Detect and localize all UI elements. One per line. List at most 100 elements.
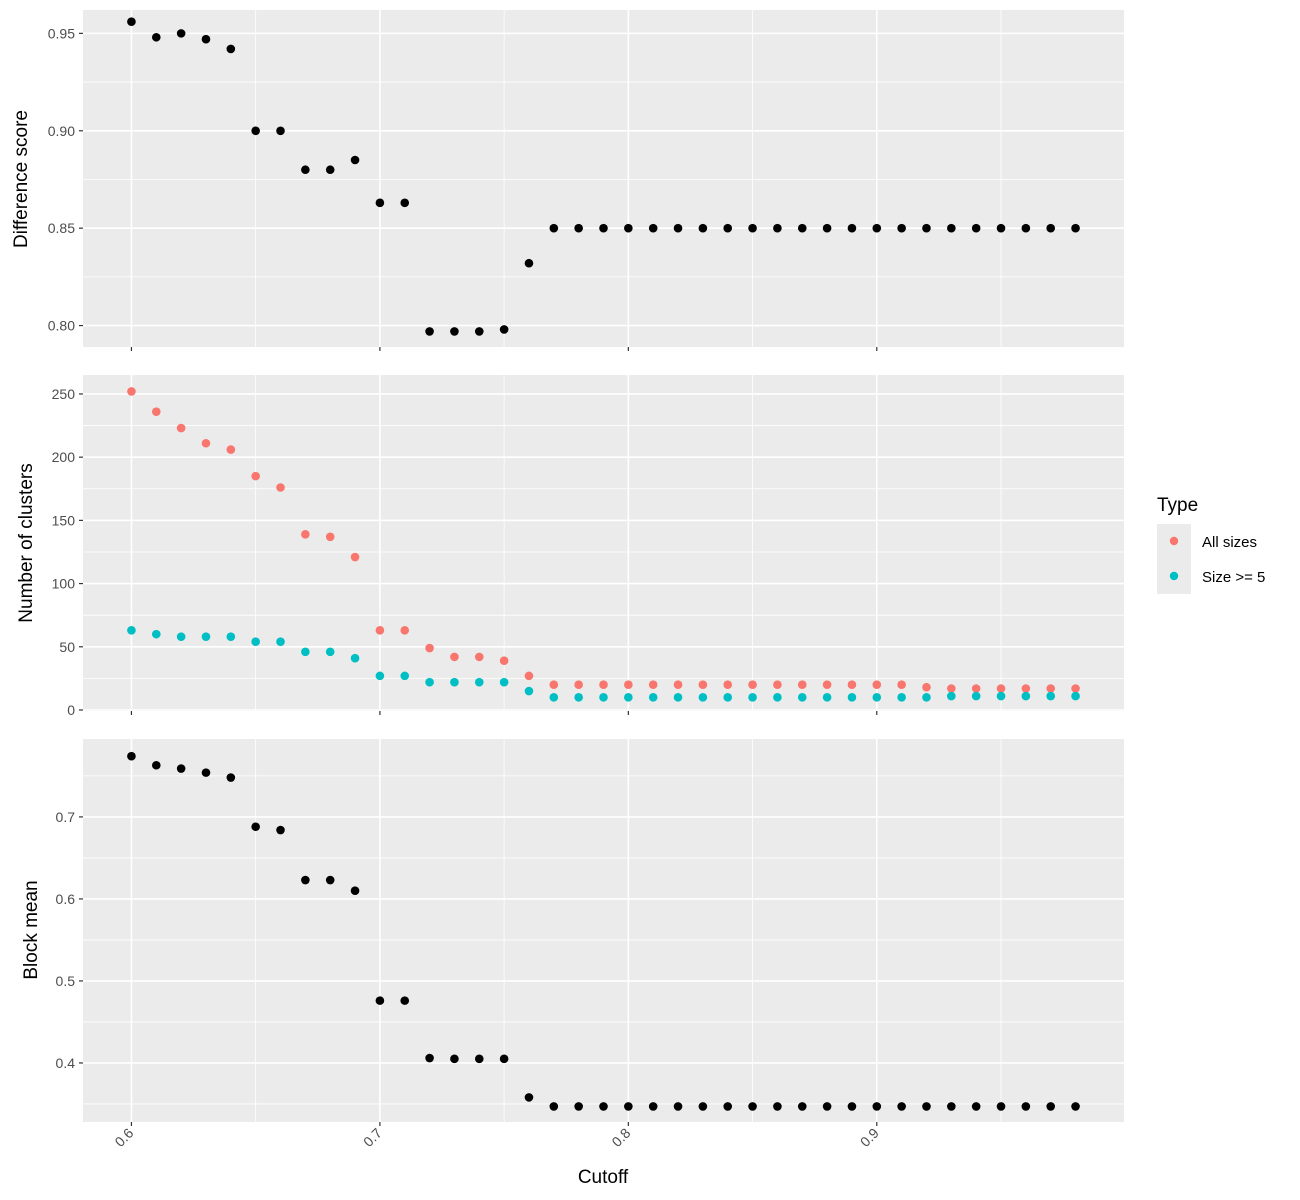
block-mean-point: [375, 996, 385, 1005]
size-5-point: [400, 671, 410, 681]
all-sizes-point: [897, 680, 906, 690]
block-mean-point: [127, 751, 136, 761]
number-of-clusters-y-tick-label: 0: [67, 702, 75, 718]
size-5-point: [1046, 691, 1056, 701]
number-of-clusters-x-axis: [130, 711, 878, 715]
all-sizes-point: [947, 684, 956, 693]
difference-score-point: [673, 223, 683, 233]
all-sizes-point: [847, 680, 857, 690]
difference-score-x-axis: [130, 347, 878, 351]
block-mean-point: [350, 886, 360, 896]
block-mean-y-tick-label: 0.7: [56, 809, 76, 825]
difference-score-point: [226, 44, 236, 54]
size-5-point: [450, 677, 459, 687]
difference-score-point: [773, 223, 782, 233]
number-of-clusters-gridlines: [83, 375, 1124, 711]
block-mean-y-tick-label: 0.6: [56, 891, 76, 907]
difference-score-point: [201, 34, 211, 44]
block-mean-point: [176, 764, 186, 773]
all-sizes-point: [1021, 684, 1031, 693]
block-mean-point: [1046, 1102, 1056, 1111]
block-mean-point: [226, 773, 236, 782]
difference-score-point: [450, 327, 459, 336]
size-5-point: [947, 691, 956, 701]
difference-score-point: [872, 223, 882, 233]
difference-score-point: [574, 223, 583, 233]
all-sizes-point: [151, 407, 161, 416]
block-mean-panel: 0.4 0.5 0.6 0.7 0.6 0.7 0.8 0.9 Block mean: [21, 739, 1124, 1150]
size-5-point: [872, 693, 882, 702]
all-sizes-point: [872, 680, 882, 690]
all-sizes-point: [251, 471, 260, 481]
all-sizes-point: [524, 671, 534, 681]
all-sizes-point: [971, 684, 981, 693]
size-5-point: [201, 632, 211, 641]
difference-score-point: [350, 155, 360, 165]
difference-score-y-tick-label: 0.80: [48, 318, 75, 334]
block-mean-point: [474, 1054, 484, 1064]
all-sizes-point: [176, 423, 186, 433]
block-mean-point: [549, 1102, 559, 1111]
size-5-point: [922, 693, 931, 702]
difference-score-point: [723, 223, 733, 233]
size-5-point: [549, 693, 559, 702]
number-of-clusters-points: [127, 387, 1080, 702]
size-5-point: [822, 693, 832, 702]
difference-score-point: [1046, 223, 1056, 233]
size-5-point: [350, 653, 360, 663]
difference-score-point: [996, 223, 1006, 233]
size-5-point: [971, 691, 981, 701]
number-of-clusters-y-axis: 0 50 100 150 200 250: [52, 386, 83, 718]
size-5-point: [226, 632, 236, 641]
all-sizes-point: [1046, 684, 1056, 693]
difference-score-point: [822, 223, 832, 233]
all-sizes-point: [624, 680, 633, 690]
size-5-point: [897, 693, 906, 702]
number-of-clusters-y-tick-label: 100: [52, 576, 76, 592]
size-5-point: [127, 626, 136, 635]
difference-score-point: [176, 29, 186, 38]
legend: Type All sizes Size >= 5: [1157, 495, 1265, 594]
block-mean-y-tick-label: 0.5: [56, 973, 76, 989]
block-mean-point: [450, 1054, 459, 1064]
difference-score-point: [624, 223, 633, 233]
block-mean-point: [773, 1102, 782, 1111]
legend-key-size-ge-5: [1169, 571, 1179, 581]
difference-score-point: [251, 126, 260, 136]
block-mean-point: [723, 1102, 733, 1111]
difference-score-panel-background: [83, 10, 1124, 347]
difference-score-point: [276, 126, 285, 136]
all-sizes-point: [226, 445, 236, 454]
block-mean-y-tick-label: 0.4: [56, 1055, 76, 1071]
all-sizes-point: [773, 680, 782, 690]
difference-score-point: [1071, 223, 1080, 233]
block-mean-point: [947, 1102, 956, 1111]
size-5-point: [524, 686, 534, 696]
block-mean-point: [996, 1102, 1006, 1111]
block-mean-x-axis: 0.6 0.7 0.8 0.9: [111, 1122, 882, 1150]
number-of-clusters-y-tick-label: 250: [52, 386, 76, 402]
difference-score-y-tick-label: 0.90: [48, 123, 75, 139]
all-sizes-point: [698, 680, 708, 690]
all-sizes-point: [599, 680, 608, 690]
all-sizes-point: [201, 438, 211, 448]
all-sizes-point: [748, 680, 757, 690]
legend-key-all-sizes: [1169, 536, 1179, 546]
legend-label-size-ge-5: Size >= 5: [1202, 569, 1265, 586]
x-axis-title: Cutoff: [578, 1167, 629, 1188]
block-mean-point: [624, 1102, 633, 1111]
block-mean-point: [201, 768, 211, 777]
size-5-point: [425, 677, 434, 687]
size-5-point: [797, 693, 807, 702]
all-sizes-point: [450, 652, 459, 662]
block-mean-points: [127, 751, 1080, 1111]
size-5-point: [251, 637, 260, 647]
size-5-point: [325, 647, 335, 657]
difference-score-panel: 0.80 0.85 0.90 0.95 Difference score: [11, 10, 1124, 351]
difference-score-point: [599, 223, 608, 233]
block-mean-point: [574, 1102, 583, 1111]
size-5-point: [847, 693, 857, 702]
number-of-clusters-y-tick-label: 50: [59, 639, 75, 655]
block-mean-point: [971, 1102, 981, 1111]
